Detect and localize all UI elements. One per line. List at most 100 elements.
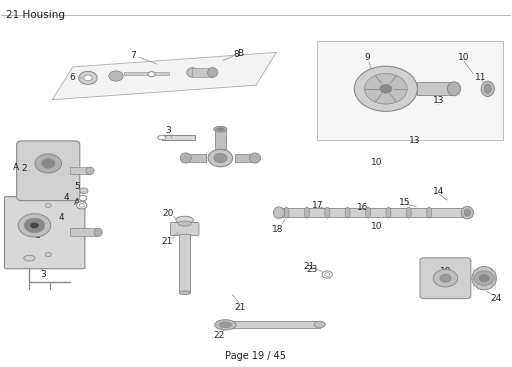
Text: 7: 7 <box>130 51 136 60</box>
Bar <box>70 167 90 174</box>
Text: 10: 10 <box>458 53 470 62</box>
Ellipse shape <box>178 221 191 226</box>
Ellipse shape <box>79 195 87 201</box>
Ellipse shape <box>208 149 232 167</box>
Circle shape <box>35 154 61 173</box>
Text: 22: 22 <box>214 331 225 340</box>
Ellipse shape <box>447 82 461 96</box>
Circle shape <box>84 75 92 81</box>
Text: 5: 5 <box>74 182 80 191</box>
Circle shape <box>440 274 451 282</box>
Ellipse shape <box>249 153 261 163</box>
Text: 21: 21 <box>234 303 245 312</box>
Text: 6: 6 <box>70 73 76 81</box>
Text: 9: 9 <box>364 53 370 62</box>
Ellipse shape <box>77 202 87 209</box>
Text: 19: 19 <box>440 267 451 276</box>
Ellipse shape <box>325 273 330 276</box>
Ellipse shape <box>179 291 190 295</box>
Ellipse shape <box>214 153 227 163</box>
Ellipse shape <box>219 322 231 328</box>
Circle shape <box>109 71 123 81</box>
Ellipse shape <box>86 167 94 174</box>
Bar <box>193 68 212 77</box>
Ellipse shape <box>148 72 155 77</box>
Text: 14: 14 <box>433 187 444 196</box>
FancyBboxPatch shape <box>420 258 471 299</box>
Ellipse shape <box>426 207 432 218</box>
Ellipse shape <box>215 320 236 330</box>
Bar <box>162 135 195 140</box>
Text: 24: 24 <box>490 294 502 303</box>
Text: 2: 2 <box>21 164 27 173</box>
Ellipse shape <box>94 228 102 236</box>
Ellipse shape <box>481 81 494 97</box>
Text: 8: 8 <box>234 50 240 59</box>
Text: 10: 10 <box>371 222 383 231</box>
FancyBboxPatch shape <box>17 141 80 201</box>
Text: 8: 8 <box>211 158 217 167</box>
Ellipse shape <box>176 216 194 224</box>
Text: 23: 23 <box>306 265 318 273</box>
Ellipse shape <box>79 204 84 207</box>
Ellipse shape <box>322 271 332 278</box>
Ellipse shape <box>472 266 496 290</box>
Text: 21: 21 <box>304 262 315 271</box>
Circle shape <box>80 188 88 194</box>
Text: 11: 11 <box>475 73 487 81</box>
Bar <box>225 321 319 328</box>
Ellipse shape <box>273 207 285 218</box>
Circle shape <box>41 159 55 168</box>
Text: 21 Housing: 21 Housing <box>7 11 66 21</box>
Text: 1: 1 <box>35 231 41 240</box>
Ellipse shape <box>208 68 218 77</box>
Text: 13: 13 <box>433 96 444 105</box>
Ellipse shape <box>386 207 391 218</box>
Ellipse shape <box>304 207 309 218</box>
Text: 3: 3 <box>40 270 46 279</box>
Bar <box>186 154 206 162</box>
Text: 4: 4 <box>59 212 65 222</box>
Ellipse shape <box>461 207 474 219</box>
Bar <box>70 228 98 236</box>
Bar <box>234 154 255 162</box>
Ellipse shape <box>366 207 371 218</box>
Bar <box>279 208 467 217</box>
Text: Page 19 / 45: Page 19 / 45 <box>225 351 287 361</box>
Circle shape <box>18 214 51 237</box>
Text: 16: 16 <box>357 203 369 212</box>
FancyBboxPatch shape <box>5 197 85 269</box>
Circle shape <box>479 275 489 282</box>
Ellipse shape <box>345 207 350 218</box>
Circle shape <box>45 252 51 257</box>
Text: 13: 13 <box>409 136 421 145</box>
Circle shape <box>433 269 458 287</box>
Bar <box>179 235 190 293</box>
Ellipse shape <box>158 135 166 140</box>
Polygon shape <box>317 41 503 140</box>
Ellipse shape <box>284 207 289 218</box>
Bar <box>417 82 454 95</box>
Text: 21: 21 <box>161 237 173 246</box>
Ellipse shape <box>180 153 191 163</box>
Text: B: B <box>237 48 243 58</box>
Bar <box>123 72 169 75</box>
Text: B: B <box>209 156 216 166</box>
Circle shape <box>24 218 45 233</box>
Circle shape <box>79 71 97 84</box>
Text: 15: 15 <box>399 198 411 207</box>
Ellipse shape <box>217 128 224 131</box>
Circle shape <box>30 222 39 229</box>
Text: 4: 4 <box>64 193 70 202</box>
Ellipse shape <box>325 207 330 218</box>
Text: 17: 17 <box>312 201 324 210</box>
Circle shape <box>354 66 417 111</box>
Ellipse shape <box>406 207 411 218</box>
Circle shape <box>365 73 407 104</box>
Ellipse shape <box>484 84 491 94</box>
Ellipse shape <box>314 321 325 328</box>
Polygon shape <box>52 52 276 100</box>
Ellipse shape <box>464 209 471 216</box>
Text: 18: 18 <box>272 225 283 233</box>
Text: 10: 10 <box>371 158 383 167</box>
